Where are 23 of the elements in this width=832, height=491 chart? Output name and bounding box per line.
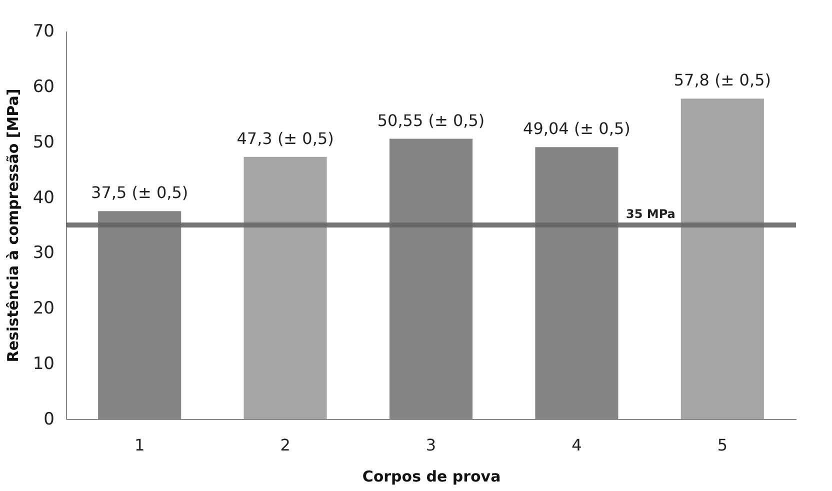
y-tick-label: 40 [32, 188, 54, 208]
y-tick-label: 70 [32, 22, 54, 42]
bar [680, 98, 764, 419]
data-label: 50,55 (± 0,5) [377, 110, 485, 130]
x-tick-label: 5 [717, 436, 728, 454]
data-label: 37,5 (± 0,5) [91, 183, 188, 202]
x-axis-title: Corpos de prova [362, 468, 501, 486]
data-label: 47,3 (± 0,5) [236, 128, 334, 148]
x-tick-label: 4 [572, 436, 582, 454]
x-tick-label: 3 [426, 436, 436, 454]
ref-line-label: 35 MPa [626, 207, 676, 221]
y-tick-label: 60 [32, 76, 54, 97]
y-tick-label: 50 [32, 132, 54, 152]
y-tick-label: 30 [32, 243, 54, 264]
y-axis-title: Resistência à compressão [MPa] [4, 88, 22, 362]
data-label: 49,04 (± 0,5) [523, 119, 630, 138]
x-tick-label: 2 [280, 436, 290, 454]
y-tick-label: 10 [32, 354, 54, 374]
x-tick-label: 1 [134, 436, 145, 454]
data-label: 57,8 (± 0,5) [674, 70, 771, 90]
bar [244, 156, 327, 419]
y-tick-label: 0 [44, 410, 54, 430]
y-tick-label: 20 [32, 298, 54, 319]
